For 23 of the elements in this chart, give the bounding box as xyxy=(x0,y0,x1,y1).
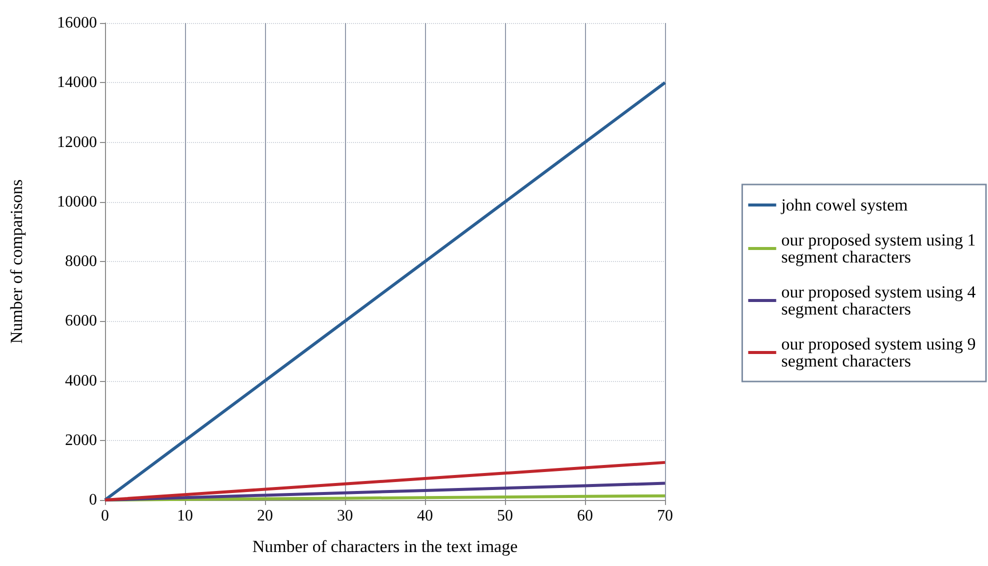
legend-label: john cowel system xyxy=(780,196,908,214)
y-tick-label: 0 xyxy=(89,492,97,508)
y-axis-title: Number of comparisons xyxy=(7,179,26,344)
legend-label: our proposed system using 4 segment characters xyxy=(781,282,980,318)
y-tick-label: 16000 xyxy=(57,14,97,32)
x-tick-label: 0 xyxy=(101,508,109,524)
x-tick-label: 10 xyxy=(177,508,193,524)
x-tick-label: 60 xyxy=(577,508,593,524)
y-tick-label: 4000 xyxy=(65,372,97,390)
y-tick-label: 2000 xyxy=(65,432,97,449)
y-tick-label: 10000 xyxy=(57,193,97,210)
x-tick-label: 50 xyxy=(497,508,513,524)
y-tick-label: 6000 xyxy=(65,312,97,330)
x-tick-label: 40 xyxy=(417,508,433,524)
x-axis-title: Number of characters in the text image xyxy=(252,537,518,556)
x-tick-label: 70 xyxy=(657,508,673,524)
y-tick-label: 12000 xyxy=(57,134,97,151)
x-tick-label: 30 xyxy=(337,508,353,524)
legend-label: our proposed system using 1 segment characters xyxy=(781,230,980,266)
legend-label: our proposed system using 9 segment characters xyxy=(781,334,980,370)
x-tick-label: 20 xyxy=(257,508,273,524)
y-tick-label: 8000 xyxy=(65,253,97,270)
y-tick-label: 14000 xyxy=(57,74,97,92)
